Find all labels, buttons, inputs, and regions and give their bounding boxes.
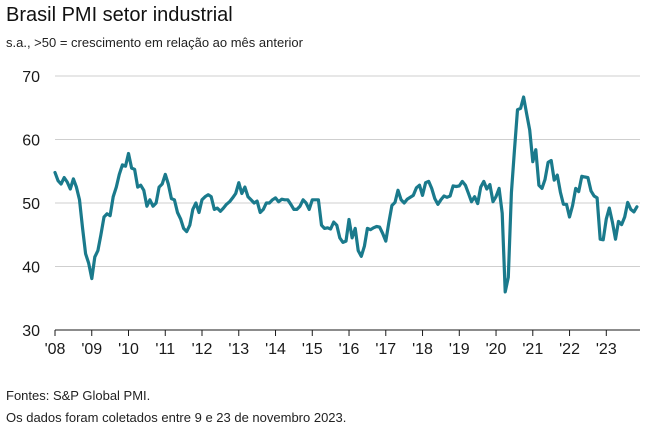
x-tick-label: '15 bbox=[302, 341, 323, 358]
source-note: Fontes: S&P Global PMI. bbox=[6, 388, 151, 403]
x-tick-label: '18 bbox=[412, 341, 433, 358]
x-tick-label: '22 bbox=[559, 341, 580, 358]
y-tick-label: 60 bbox=[22, 133, 40, 150]
chart-subtitle: s.a., >50 = crescimento em relação ao mê… bbox=[6, 35, 303, 50]
x-tick-label: '14 bbox=[265, 341, 286, 358]
x-tick-label: '20 bbox=[486, 341, 507, 358]
x-tick-label: '17 bbox=[375, 341, 396, 358]
x-tick-label: '11 bbox=[155, 341, 175, 358]
y-tick-label: 50 bbox=[22, 196, 40, 213]
y-axis-ticks: 30 40 50 60 70 bbox=[22, 69, 40, 340]
x-tick-label: '08 bbox=[45, 341, 66, 358]
x-tick-label: '16 bbox=[339, 341, 360, 358]
pmi-series-line bbox=[53, 95, 639, 294]
x-tick-label: '21 bbox=[522, 341, 543, 358]
collection-note: Os dados foram coletados entre 9 e 23 de… bbox=[6, 410, 347, 425]
x-tick-label: '09 bbox=[81, 341, 102, 358]
x-tick-label: '19 bbox=[449, 341, 470, 358]
x-tick-label: '12 bbox=[192, 341, 213, 358]
series-layer bbox=[53, 95, 639, 294]
y-tick-label: 40 bbox=[22, 260, 40, 277]
x-tick-label: '10 bbox=[118, 341, 139, 358]
x-tick-label: '23 bbox=[596, 341, 617, 358]
x-tick-label: '13 bbox=[228, 341, 249, 358]
x-axis: '08 '09 '10 '11 '12 '13 '14 '15 '16 '17 '18 '19 '20 '… bbox=[45, 329, 640, 358]
y-tick-label: 70 bbox=[22, 69, 40, 86]
y-tick-label: 30 bbox=[22, 323, 40, 340]
chart-title: Brasil PMI setor industrial bbox=[6, 4, 233, 26]
